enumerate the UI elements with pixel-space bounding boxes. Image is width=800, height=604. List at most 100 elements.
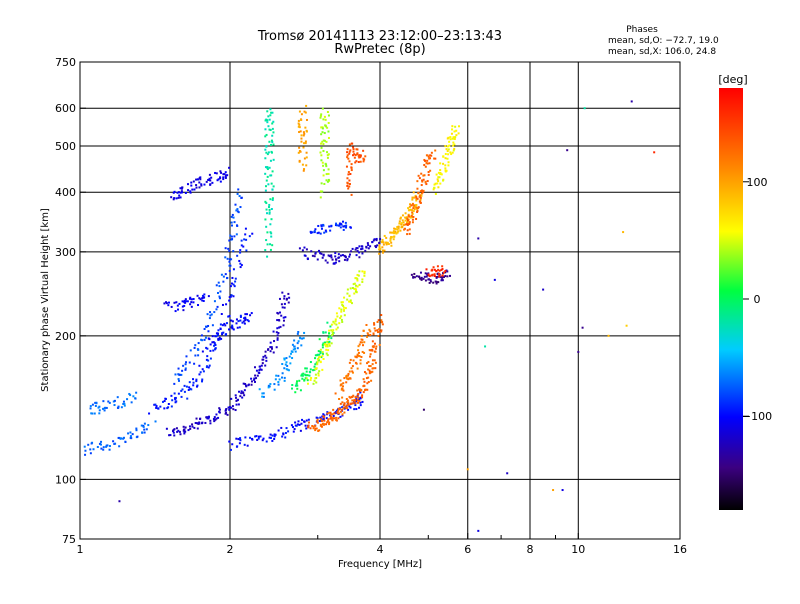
data-point [291, 357, 294, 360]
data-point [315, 427, 318, 430]
data-point [323, 416, 326, 419]
data-point [303, 132, 306, 135]
data-point [283, 376, 286, 379]
data-point [217, 281, 220, 284]
data-point [320, 252, 323, 255]
data-point [201, 350, 204, 353]
data-point [441, 279, 444, 282]
data-point [222, 280, 225, 283]
data-point [333, 262, 336, 265]
data-point [441, 274, 444, 277]
data-point [297, 151, 300, 154]
data-point [126, 398, 129, 401]
data-point [269, 248, 272, 251]
data-point [319, 114, 322, 117]
data-point [178, 430, 181, 433]
data-point [284, 363, 287, 366]
data-point [447, 161, 450, 164]
data-point [414, 204, 417, 207]
data-point [285, 298, 288, 301]
data-point [312, 425, 315, 428]
data-point [351, 286, 354, 289]
data-point [321, 354, 324, 357]
data-point [192, 301, 195, 304]
data-point [349, 300, 352, 303]
data-point [319, 416, 322, 419]
data-point [334, 412, 337, 415]
data-point [305, 427, 308, 430]
data-point [249, 436, 252, 439]
data-point [302, 372, 305, 375]
data-point [323, 182, 326, 185]
data-point [163, 400, 166, 403]
data-point [361, 338, 364, 341]
data-point [396, 228, 399, 231]
data-point [303, 254, 306, 257]
data-point [310, 231, 313, 234]
data-point [381, 251, 384, 254]
data-point [195, 178, 198, 181]
data-point [243, 443, 246, 446]
data-point [357, 161, 360, 164]
data-point [299, 130, 302, 133]
data-point [116, 396, 119, 399]
data-point [326, 343, 329, 346]
data-point [317, 372, 320, 375]
data-point [378, 248, 381, 251]
data-point [248, 235, 251, 238]
data-point [346, 399, 349, 402]
data-point [287, 292, 290, 295]
data-point [291, 350, 294, 353]
data-point [415, 196, 418, 199]
data-point [378, 252, 381, 255]
data-point [360, 355, 363, 358]
data-point [361, 278, 364, 281]
data-point [353, 156, 356, 159]
data-point [397, 227, 400, 230]
data-point [271, 198, 274, 201]
data-point [197, 342, 200, 345]
data-point [130, 437, 133, 440]
data-point [189, 296, 192, 299]
data-point [369, 371, 372, 374]
data-point [181, 305, 184, 308]
data-point [183, 390, 186, 393]
data-point [239, 437, 242, 440]
data-point [343, 296, 346, 299]
data-point [195, 184, 198, 187]
data-point [354, 248, 357, 251]
data-point [367, 244, 370, 247]
data-point [321, 415, 324, 418]
data-point [309, 378, 312, 381]
data-point [222, 275, 225, 278]
data-point [368, 365, 371, 368]
data-point [265, 359, 268, 362]
data-point [350, 193, 353, 196]
data-point [292, 430, 295, 433]
data-point [195, 422, 198, 425]
data-point [352, 150, 355, 153]
data-point [244, 436, 247, 439]
data-point [187, 429, 190, 432]
data-point [141, 431, 144, 434]
data-point [302, 337, 305, 340]
data-point [313, 255, 316, 258]
data-point [171, 399, 174, 402]
data-point [392, 238, 395, 241]
data-point [364, 249, 367, 252]
data-point [302, 131, 305, 134]
data-point [301, 337, 304, 340]
data-point [428, 281, 431, 284]
data-point [298, 423, 301, 426]
data-point [189, 303, 192, 306]
data-point [326, 126, 329, 129]
data-point [359, 359, 362, 362]
data-point [453, 138, 456, 141]
data-point [348, 255, 351, 258]
data-point [230, 235, 233, 238]
data-point [406, 221, 409, 224]
data-point [373, 359, 376, 362]
data-point [262, 437, 265, 440]
data-point [232, 295, 235, 298]
